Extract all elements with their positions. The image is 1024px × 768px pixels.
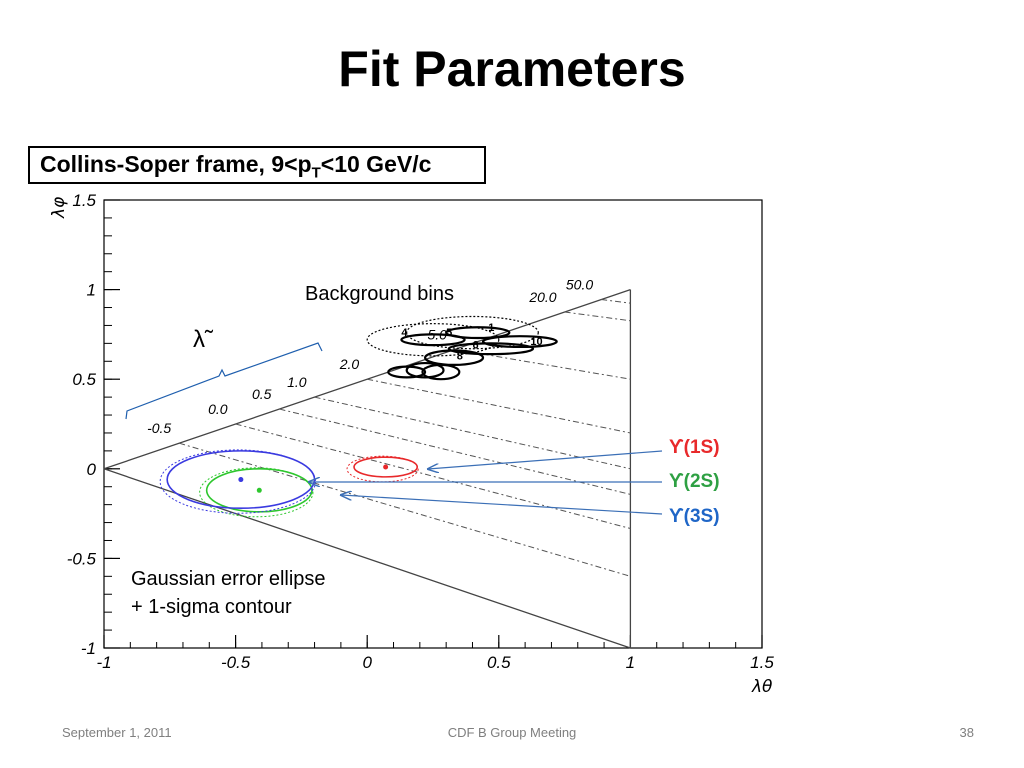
footer-date: September 1, 2011 bbox=[62, 725, 172, 740]
lambda-tilde-line bbox=[314, 396, 631, 470]
upsilon-point bbox=[256, 487, 262, 493]
background-bins-label: Background bins bbox=[305, 283, 454, 305]
ellipse-note-line1: Gaussian error ellipse bbox=[131, 568, 326, 590]
lambda-tilde-label: 1.0 bbox=[287, 374, 307, 390]
lambda-tilde-line bbox=[601, 299, 631, 304]
background-bin-ellipse bbox=[400, 333, 466, 347]
lambda-tilde-line bbox=[179, 442, 631, 577]
lambda-tilde-bracket bbox=[125, 342, 323, 420]
frame-label: Collins-Soper frame, 9<pT<10 GeV/c bbox=[40, 151, 432, 182]
x-tick-label: 1 bbox=[626, 653, 635, 672]
background-bin-ellipse bbox=[424, 349, 485, 366]
x-tick-label: 1.5 bbox=[750, 653, 774, 672]
y-tick-label: -0.5 bbox=[67, 549, 97, 568]
background-bin-ellipse bbox=[447, 342, 535, 356]
lambda-tilde-line bbox=[564, 311, 631, 322]
lambda-tilde-label: -0.5 bbox=[147, 420, 171, 436]
frame-label-box: Collins-Soper frame, 9<pT<10 GeV/c bbox=[28, 146, 486, 184]
lambda-tilde-label: 2.0 bbox=[339, 356, 360, 372]
y-tick-label: 0 bbox=[87, 460, 97, 479]
background-bin-ellipse bbox=[481, 335, 558, 349]
upsilon-point bbox=[383, 464, 389, 470]
lambda-tilde-line bbox=[367, 378, 631, 434]
footer-page-number: 38 bbox=[959, 725, 974, 740]
legend-arrow bbox=[341, 495, 663, 515]
y-tick-label: 0.5 bbox=[72, 370, 96, 389]
boundary-lower bbox=[103, 468, 631, 649]
legend-arrow bbox=[428, 450, 663, 469]
x-tick-label: 0 bbox=[362, 653, 372, 672]
background-bin-label: 4 bbox=[401, 327, 408, 339]
upsilon-contour bbox=[159, 449, 317, 514]
lambda-tilde-line bbox=[279, 408, 631, 495]
footer-meeting: CDF B Group Meeting bbox=[447, 725, 577, 740]
background-bin-label: 1 bbox=[488, 322, 494, 334]
background-bin-ellipse bbox=[405, 361, 445, 379]
x-axis-label: λθ bbox=[751, 677, 773, 697]
upsilon-ellipse bbox=[353, 456, 419, 478]
plot-frame bbox=[103, 199, 763, 649]
x-tick-label: -1 bbox=[96, 653, 111, 672]
lambda-tilde-line bbox=[235, 423, 631, 530]
lambda-tilde-symbol: λ̃ bbox=[193, 326, 205, 353]
legend-upsilon-3s: ϒ(3S) bbox=[669, 506, 720, 527]
lambda-tilde-label: 50.0 bbox=[566, 277, 593, 293]
background-bin-label: 6 bbox=[472, 340, 478, 352]
slide-title: Fit Parameters bbox=[338, 41, 686, 97]
x-tick-label: -0.5 bbox=[221, 653, 251, 672]
ellipse-note-line2: + 1-sigma contour bbox=[131, 596, 292, 618]
background-bin-ellipse bbox=[406, 315, 539, 350]
legend-upsilon-1s: ϒ(1S) bbox=[669, 437, 720, 458]
background-bin-label: 10 bbox=[530, 336, 542, 348]
lambda-tilde-label: 0.0 bbox=[208, 401, 228, 417]
legend-upsilon-2s: ϒ(2S) bbox=[669, 471, 720, 492]
background-bin-ellipse bbox=[366, 323, 500, 357]
lambda-tilde-label: 20.0 bbox=[528, 289, 556, 305]
background-bin-ellipse bbox=[445, 326, 511, 340]
y-tick-label: -1 bbox=[81, 639, 96, 658]
lambda-tilde-label: 0.5 bbox=[252, 386, 272, 402]
y-tick-label: 1 bbox=[87, 281, 96, 300]
x-tick-label: 0.5 bbox=[487, 653, 511, 672]
y-axis-label: λφ bbox=[49, 196, 69, 219]
background-bin-label: 8 bbox=[457, 350, 463, 362]
background-bin-label: 5 bbox=[446, 327, 452, 339]
y-tick-label: 1.5 bbox=[72, 191, 96, 210]
background-bin-ellipse bbox=[421, 363, 461, 381]
upsilon-point bbox=[238, 477, 244, 483]
background-bin-ellipse bbox=[387, 365, 427, 379]
upsilon-contour bbox=[199, 467, 314, 518]
